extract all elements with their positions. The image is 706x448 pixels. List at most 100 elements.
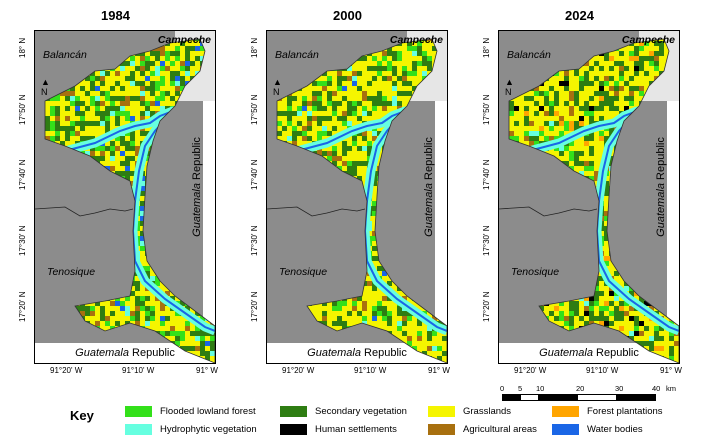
land-cover-cell: [569, 31, 574, 36]
land-cover-cell: [267, 141, 272, 146]
land-cover-cell: [352, 116, 357, 121]
land-cover-cell: [60, 316, 65, 321]
land-cover-cell: [292, 101, 297, 106]
land-cover-cell: [614, 41, 619, 46]
land-cover-cell: [35, 266, 40, 271]
land-cover-cell: [75, 251, 80, 256]
land-cover-cell: [357, 151, 362, 156]
land-cover-cell: [272, 151, 277, 156]
land-cover-cell: [277, 291, 282, 296]
land-cover-cell: [40, 221, 45, 226]
land-cover-cell: [185, 226, 190, 231]
land-cover-cell: [422, 121, 427, 126]
land-cover-cell: [150, 71, 155, 76]
land-cover-cell: [45, 141, 50, 146]
land-cover-cell: [130, 61, 135, 66]
land-cover-cell: [135, 76, 140, 81]
land-cover-cell: [392, 311, 397, 316]
land-cover-cell: [302, 221, 307, 226]
land-cover-cell: [185, 166, 190, 171]
land-cover-cell: [125, 256, 130, 261]
land-cover-cell: [180, 261, 185, 266]
land-cover-cell: [180, 56, 185, 61]
land-cover-cell: [277, 136, 282, 141]
land-cover-cell: [145, 231, 150, 236]
land-cover-cell: [55, 216, 60, 221]
land-cover-cell: [442, 356, 447, 361]
land-cover-cell: [105, 331, 110, 336]
land-cover-cell: [292, 321, 297, 326]
land-cover-cell: [352, 226, 357, 231]
lat-label: 17°40' N: [250, 159, 259, 190]
land-cover-cell: [35, 241, 40, 246]
land-cover-cell: [120, 151, 125, 156]
land-cover-cell: [357, 266, 362, 271]
land-cover-cell: [367, 46, 372, 51]
land-cover-cell: [307, 191, 312, 196]
land-cover-cell: [155, 336, 160, 341]
land-cover-cell: [382, 111, 387, 116]
land-cover-cell: [175, 256, 180, 261]
land-cover-cell: [115, 166, 120, 171]
land-cover-cell: [417, 61, 422, 66]
land-cover-cell: [422, 51, 427, 56]
land-cover-cell: [332, 71, 337, 76]
land-cover-cell: [282, 111, 287, 116]
land-cover-cell: [382, 196, 387, 201]
land-cover-cell: [282, 146, 287, 151]
land-cover-cell: [382, 56, 387, 61]
land-cover-cell: [412, 46, 417, 51]
land-cover-cell: [70, 141, 75, 146]
land-cover-cell: [322, 256, 327, 261]
land-cover-cell: [392, 141, 397, 146]
land-cover-cell: [185, 211, 190, 216]
land-cover-cell: [312, 101, 317, 106]
land-cover-cell: [397, 221, 402, 226]
land-cover-cell: [282, 281, 287, 286]
land-cover-cell: [332, 191, 337, 196]
land-cover-cell: [175, 111, 180, 116]
land-cover-cell: [337, 91, 342, 96]
land-cover-cell: [372, 39, 377, 41]
land-cover-cell: [347, 266, 352, 271]
land-cover-cell: [302, 311, 307, 316]
land-cover-cell: [282, 296, 287, 301]
land-cover-cell: [347, 111, 352, 116]
land-cover-cell: [287, 71, 292, 76]
land-cover-cell: [332, 51, 337, 56]
land-cover-cell: [115, 111, 120, 116]
land-cover-cell: [165, 206, 170, 211]
land-cover-cell: [145, 311, 150, 316]
land-cover-cell: [387, 61, 392, 66]
land-cover-cell: [432, 346, 437, 351]
land-cover-cell: [120, 81, 125, 86]
land-cover-cell: [45, 61, 50, 66]
land-cover-cell: [327, 206, 332, 211]
land-cover-cell: [402, 326, 407, 331]
land-cover-cell: [60, 31, 65, 36]
land-cover-cell: [85, 101, 90, 106]
land-cover-cell: [170, 171, 175, 176]
land-cover-cell: [337, 281, 342, 286]
land-cover-cell: [75, 106, 80, 111]
land-cover-cell: [277, 31, 282, 36]
land-cover-cell: [372, 81, 377, 86]
land-cover-cell: [105, 226, 110, 231]
land-cover-cell: [150, 56, 155, 61]
land-cover-cell: [35, 41, 40, 46]
land-cover-cell: [357, 71, 362, 76]
land-cover-cell: [60, 121, 65, 126]
land-cover-cell: [35, 236, 40, 241]
land-cover-cell: [35, 291, 40, 296]
land-cover-cell: [155, 106, 160, 111]
land-cover-cell: [427, 256, 432, 261]
land-cover-cell: [407, 201, 412, 206]
land-cover-cell: [95, 151, 100, 156]
land-cover-cell: [387, 251, 392, 256]
land-cover-cell: [165, 176, 170, 181]
land-cover-cell: [312, 156, 317, 161]
land-cover-cell: [317, 221, 322, 226]
land-cover-cell: [55, 121, 60, 126]
land-cover-cell: [115, 281, 120, 286]
land-cover-cell: [392, 136, 397, 141]
